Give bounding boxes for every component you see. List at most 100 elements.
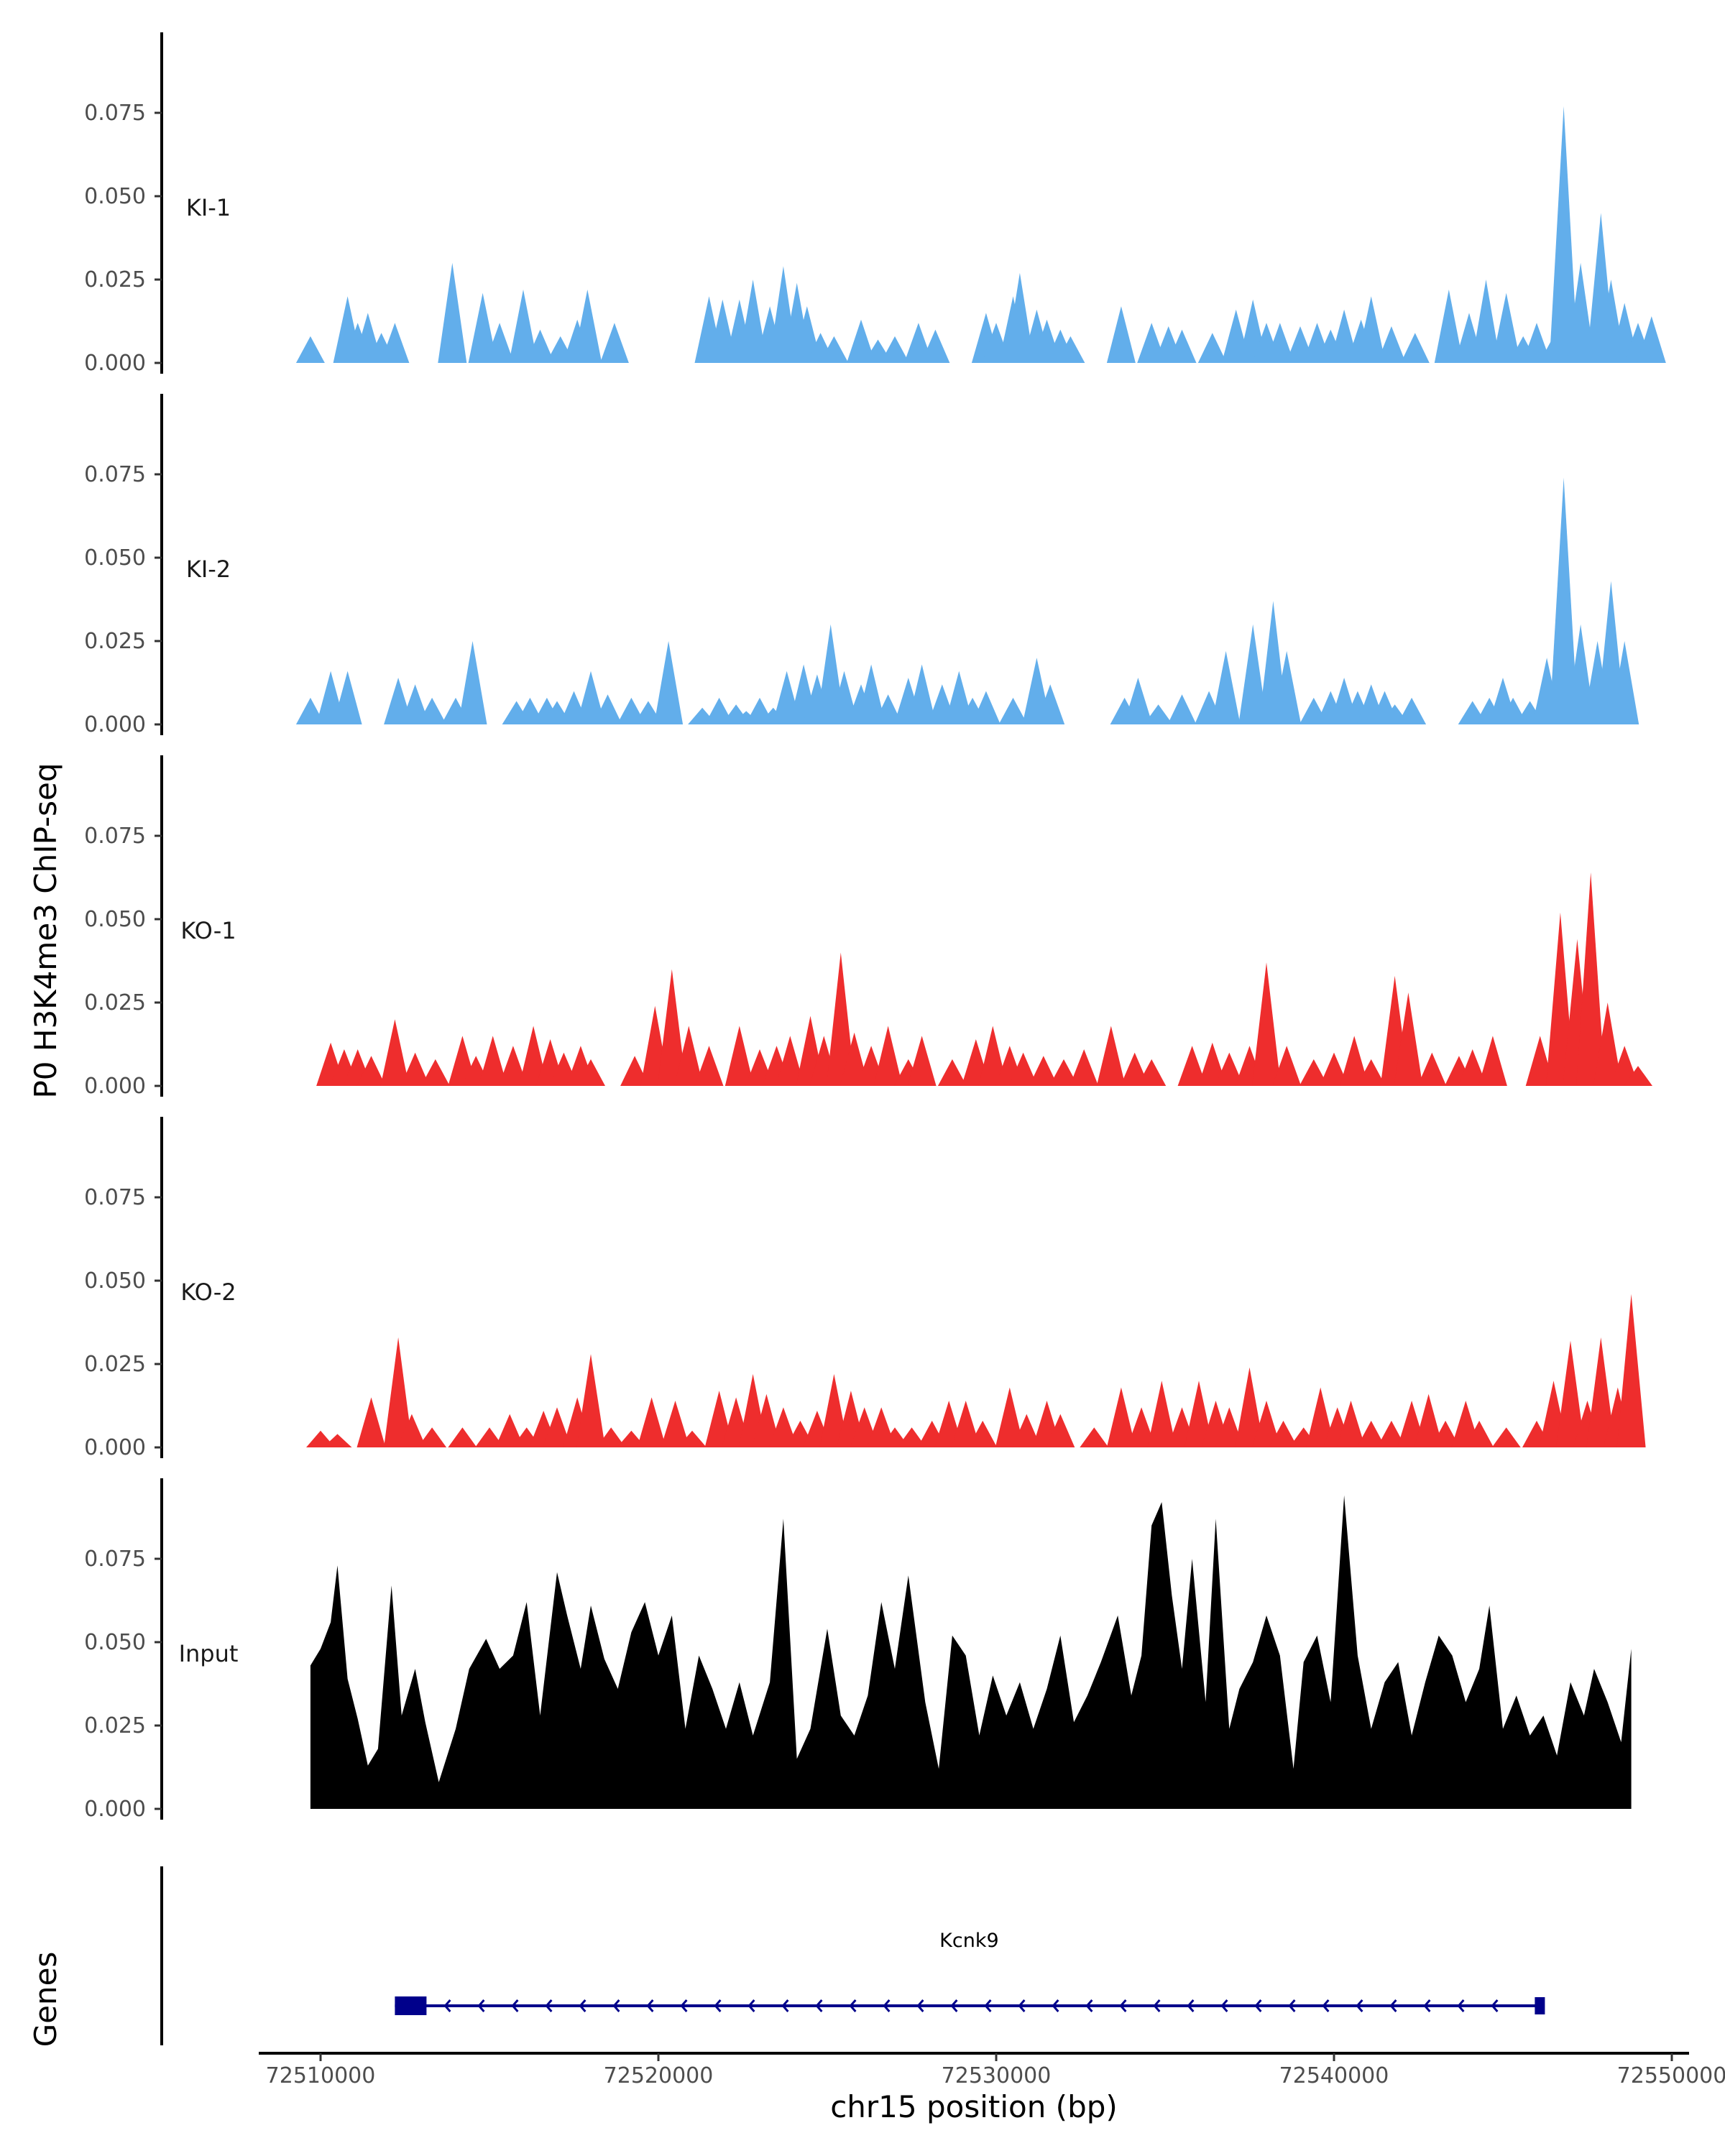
track-input: 0.000 0.025 0.050 0.075 Input xyxy=(84,1478,1632,1822)
signal-peak xyxy=(593,694,622,724)
signal-peak xyxy=(1056,336,1085,363)
signal-peak xyxy=(525,329,555,363)
signal-peak xyxy=(468,292,497,363)
strand-arrow xyxy=(1018,1999,1026,2012)
y-tick-label: 0.025 xyxy=(84,629,146,654)
signal-peak xyxy=(576,671,605,724)
signal-peak xyxy=(857,664,886,724)
signal-peak xyxy=(978,1026,1008,1086)
signal-peak xyxy=(907,1036,937,1086)
signal-peak xyxy=(1471,280,1501,363)
signal-peak xyxy=(1616,1294,1646,1447)
signal-peak xyxy=(1012,1414,1041,1447)
signal-peak xyxy=(1167,329,1197,363)
strand-arrow xyxy=(1322,1999,1330,2012)
y-tick-label: 0.000 xyxy=(84,1435,146,1460)
signal-peak xyxy=(1549,477,1578,724)
signal-peak xyxy=(597,1427,626,1447)
track-label: KO-1 xyxy=(180,917,236,944)
signal-peak xyxy=(576,1059,605,1086)
signal-peak xyxy=(1127,1407,1156,1447)
signal-peak xyxy=(724,1026,754,1086)
signal-peak xyxy=(573,289,602,363)
signal-peak xyxy=(1272,650,1302,724)
signal-peak xyxy=(968,1420,998,1447)
x-tick-label: 72520000 xyxy=(604,2063,714,2088)
signal-peak xyxy=(1272,1046,1302,1086)
y-tick-label: 0.075 xyxy=(84,1185,146,1210)
signal-peak xyxy=(1417,1052,1447,1086)
strand-arrow xyxy=(916,1999,924,2012)
y-tick-label: 0.050 xyxy=(84,545,146,571)
signal-peak xyxy=(478,1036,507,1086)
signal-peak xyxy=(1096,1026,1126,1086)
signal-peak xyxy=(1458,1049,1487,1086)
strand-arrow xyxy=(1220,1999,1228,2012)
signal-peak xyxy=(509,289,538,363)
signal-peak xyxy=(1400,333,1430,363)
signal-peak xyxy=(448,1427,477,1447)
strand-arrow xyxy=(477,1999,485,2012)
signal-peak xyxy=(543,1407,571,1447)
signal-peak xyxy=(1184,1381,1213,1447)
signal-peak xyxy=(1576,872,1606,1086)
signal-peak xyxy=(1049,1059,1078,1086)
signal-peak xyxy=(1356,296,1386,363)
signal-peak xyxy=(1549,106,1578,363)
signal-peak xyxy=(1637,316,1666,363)
track-label: KO-2 xyxy=(180,1279,236,1306)
y-tick-label: 0.075 xyxy=(84,1547,146,1572)
signal-peak xyxy=(295,336,325,363)
track-ko-1: 0.000 0.025 0.050 0.075 KO-1 xyxy=(84,755,1652,1099)
signal-peak xyxy=(400,684,430,724)
signal-peak xyxy=(657,969,686,1086)
signal-peak xyxy=(1397,697,1427,724)
signal-peak xyxy=(384,1337,413,1447)
track-ko-2: 0.000 0.025 0.050 0.075 KO-2 xyxy=(84,1117,1646,1460)
signal-peak xyxy=(1070,1049,1099,1086)
signal-peak xyxy=(620,1056,650,1086)
signal-peak xyxy=(951,1401,980,1447)
strand-arrow xyxy=(545,1999,553,2012)
signal-peak xyxy=(907,664,937,724)
strand-arrow xyxy=(748,1999,755,2012)
signal-peak xyxy=(576,1354,605,1447)
signal-peak xyxy=(971,691,1000,724)
y-tick-label: 0.075 xyxy=(84,824,146,849)
signal-peak xyxy=(418,1427,447,1447)
signal-peak xyxy=(1137,1059,1167,1086)
signal-peak xyxy=(1106,1387,1136,1447)
signal-peak xyxy=(1215,1407,1244,1447)
strand-arrow xyxy=(680,1999,688,2012)
signal-peak xyxy=(752,1393,781,1447)
signal-peak xyxy=(1008,1052,1038,1086)
track-label: KI-2 xyxy=(186,556,231,583)
y-tick-label: 0.025 xyxy=(84,267,146,292)
signal-peak xyxy=(418,697,447,724)
strand-arrow xyxy=(1491,1999,1499,2012)
genes-panel-title: Genes xyxy=(28,1952,63,2047)
signal-peak xyxy=(1522,323,1551,363)
strand-arrow xyxy=(781,1999,789,2012)
signal-peak xyxy=(897,1427,926,1447)
y-tick-label: 0.075 xyxy=(84,101,146,126)
signal-peak xyxy=(1434,289,1463,363)
signal-peak xyxy=(1478,1036,1507,1086)
signal-peak xyxy=(995,1387,1024,1447)
track-label: Input xyxy=(179,1640,239,1667)
signal-peak xyxy=(333,671,362,724)
signal-peak xyxy=(937,1059,967,1086)
signal-peak xyxy=(1215,1052,1244,1086)
signal-peak xyxy=(400,1052,430,1086)
track-panels: 0.0000.0250.0500.075KI-10.0000.0250.0500… xyxy=(84,32,1666,1822)
y-tick-label: 0.050 xyxy=(84,1630,146,1655)
signal-peak xyxy=(420,1059,450,1086)
signal-peak xyxy=(1252,1401,1281,1447)
y-tick-label: 0.025 xyxy=(84,1352,146,1377)
signal-peak xyxy=(1211,650,1241,724)
signal-peak xyxy=(323,1434,352,1447)
signal-peak xyxy=(637,1397,666,1447)
signal-peak xyxy=(674,1026,704,1086)
input-area xyxy=(310,1495,1632,1809)
signal-peak xyxy=(1376,1420,1406,1447)
